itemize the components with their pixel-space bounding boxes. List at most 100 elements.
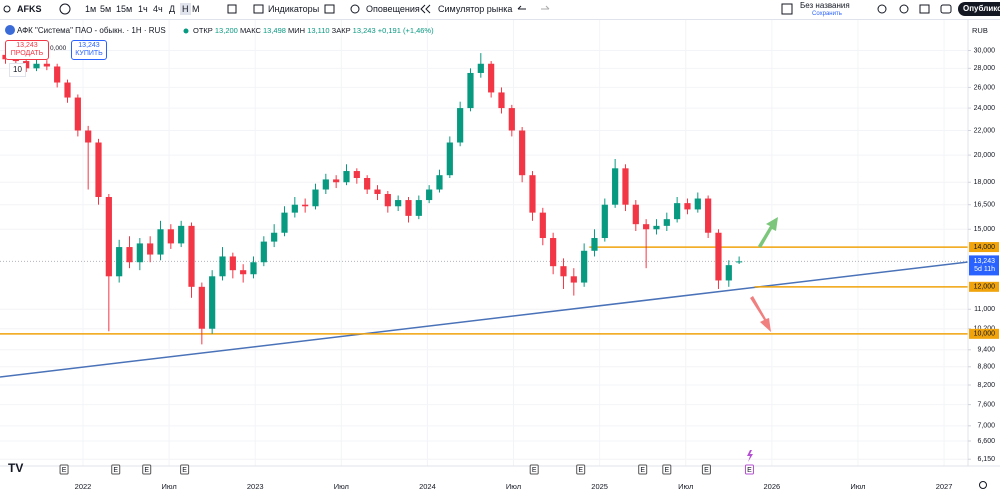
countdown-label: 5d 11h <box>974 266 995 273</box>
y-tick-label: 22,000 <box>974 127 996 134</box>
candle-body <box>105 196 112 277</box>
buy-button[interactable]: 13,243 КУПИТЬ <box>71 40 107 60</box>
candle-body <box>167 229 174 244</box>
open-label: ОТКР <box>193 26 213 35</box>
candle-body <box>715 232 722 281</box>
indicators-button[interactable]: Индикаторы <box>268 4 320 14</box>
snapshot-icon[interactable] <box>940 4 952 14</box>
candle-body <box>312 189 319 207</box>
replay-button[interactable]: Симулятор рынка <box>438 4 513 14</box>
candle-body <box>488 63 495 93</box>
undo-icon[interactable] <box>517 5 526 10</box>
sell-label: ПРОДАТЬ <box>10 50 44 57</box>
event-marker <box>701 464 711 475</box>
search-tools-icon[interactable] <box>877 4 887 14</box>
level-price-label: 14,000 <box>974 244 996 251</box>
x-tick-label: Июл <box>678 482 693 491</box>
level-price-box <box>969 328 999 339</box>
chart-type-icon[interactable] <box>227 4 237 14</box>
level-price-box <box>969 242 999 253</box>
interval-button[interactable]: Н <box>180 3 191 15</box>
candle-body <box>653 225 660 230</box>
currency[interactable]: RUB <box>972 26 988 35</box>
candle-body <box>591 238 598 251</box>
candle-body <box>384 193 391 207</box>
grid <box>0 20 968 466</box>
candle-body <box>643 224 650 230</box>
symbol[interactable]: AFKS <box>17 4 42 14</box>
candle-body <box>374 189 381 194</box>
candle-body <box>529 175 536 213</box>
y-tick-label: 18,000 <box>974 179 996 186</box>
interval-button[interactable]: М <box>192 4 200 14</box>
settings-icon[interactable] <box>899 4 909 14</box>
candle-body <box>302 204 309 207</box>
low-label: МИН <box>288 26 306 35</box>
event-marker <box>662 464 672 475</box>
candle-body <box>157 229 164 255</box>
y-tick-label: 6,150 <box>977 456 995 463</box>
candle-body <box>219 256 226 277</box>
layout-icon[interactable] <box>781 3 793 15</box>
candle-body <box>364 177 371 190</box>
x-tick-label: Июл <box>850 482 865 491</box>
candle-body <box>250 262 257 275</box>
search-icon[interactable] <box>3 5 11 13</box>
candle-body <box>663 219 670 226</box>
candle-body <box>95 142 102 197</box>
interval-button[interactable]: 1м <box>85 4 97 14</box>
tv-logo: TV <box>8 461 23 475</box>
x-tick-label: 2026 <box>764 482 781 491</box>
market-status <box>183 28 189 34</box>
interval-button[interactable]: Д <box>169 4 176 14</box>
chart: 30,000 28,000 26,000 24,000 22,000 20,000 18,0… <box>0 20 1000 491</box>
buy-label: КУПИТЬ <box>75 50 103 57</box>
y-tick-label: 8,800 <box>977 364 995 371</box>
close-label: ЗАКР <box>331 26 351 35</box>
alerts-button[interactable]: Оповещения <box>366 4 420 14</box>
y-tick-label: 8,200 <box>977 382 995 389</box>
x-tick-label: 2023 <box>247 482 264 491</box>
candles <box>2 50 743 345</box>
open-value: 13,200 <box>214 26 238 35</box>
candle-body <box>116 247 123 277</box>
quantity[interactable]: 10 <box>9 63 26 77</box>
sell-button[interactable]: 13,243 ПРОДАТЬ <box>5 40 49 60</box>
up-arrow <box>758 217 778 248</box>
candle-body <box>343 171 350 183</box>
event-marker <box>744 464 754 475</box>
candle-body <box>498 92 505 109</box>
redo-icon[interactable] <box>541 5 550 10</box>
y-tick-label: 9,400 <box>977 347 995 354</box>
fullscreen-icon[interactable] <box>919 4 930 14</box>
event-marker <box>142 464 152 475</box>
event-marker <box>59 464 69 475</box>
candle-body <box>601 204 608 239</box>
candle-body <box>229 256 236 271</box>
candle-body <box>446 142 453 176</box>
interval-button[interactable]: 4ч <box>153 4 163 14</box>
templates-icon[interactable] <box>324 4 335 14</box>
interval-button[interactable]: 5м <box>100 4 112 14</box>
axis-settings-icon[interactable] <box>979 481 987 489</box>
candle-body <box>64 82 71 98</box>
last-price-box <box>969 255 999 276</box>
spread: 0,000 <box>50 45 67 52</box>
y-tick-label: 16,500 <box>974 202 996 209</box>
event-label: E <box>144 467 149 474</box>
add-icon[interactable] <box>59 3 71 15</box>
level-price-label: 10,000 <box>974 331 996 338</box>
interval-button[interactable]: 15м <box>116 4 133 14</box>
layout-name[interactable]: Без названия <box>800 1 850 10</box>
y-tick-label: 11,000 <box>974 306 995 313</box>
candle-body <box>33 63 40 69</box>
event-label: E <box>182 467 187 474</box>
event-label: E <box>664 467 669 474</box>
event-label: E <box>578 467 583 474</box>
x-tick-label: Июл <box>334 482 349 491</box>
save-status: Сохранить <box>812 11 842 17</box>
interval-button[interactable]: 1ч <box>138 4 148 14</box>
candle-body <box>477 63 484 73</box>
publish-button[interactable]: Опубликовать <box>958 2 1000 16</box>
candle-body <box>560 266 567 277</box>
